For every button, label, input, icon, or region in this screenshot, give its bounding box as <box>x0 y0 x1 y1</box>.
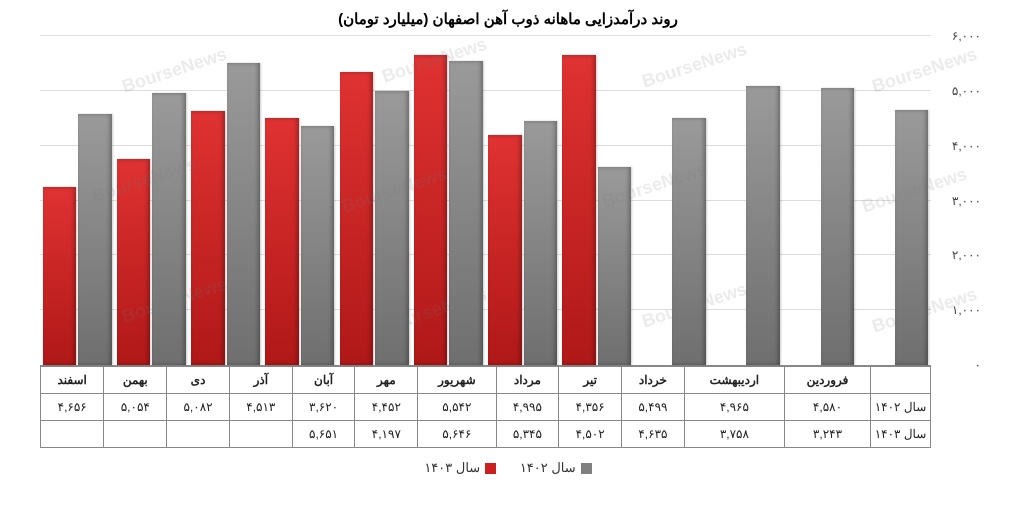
month-col <box>411 36 485 365</box>
table-corner-cell <box>871 367 931 394</box>
y-tick: ۰ <box>941 358 986 372</box>
cell-1402: ۵,۵۴۲ <box>418 394 496 421</box>
month-col <box>783 36 857 365</box>
cell-1403 <box>167 421 230 448</box>
bar-1402 <box>821 88 854 365</box>
bar-1403 <box>562 55 595 365</box>
table-row-1403: سال ۱۴۰۳ ۳,۲۴۳۳,۷۵۸۴,۶۳۵۴,۵۰۲۵,۳۴۵۵,۶۴۶۴… <box>41 421 931 448</box>
legend-label-1403: سال ۱۴۰۳ <box>424 460 480 476</box>
month-header: شهریور <box>418 367 496 394</box>
y-tick: ۶,۰۰۰ <box>941 29 986 43</box>
cell-1403: ۵,۶۵۱ <box>292 421 355 448</box>
bar-1403 <box>488 135 521 365</box>
bar-1402 <box>152 93 185 365</box>
legend-label-1402: سال ۱۴۰۲ <box>520 460 576 476</box>
bar-1402 <box>672 118 705 365</box>
bar-1403 <box>117 159 150 365</box>
row-header-1403: سال ۱۴۰۳ <box>871 421 931 448</box>
y-tick: ۱,۰۰۰ <box>941 303 986 317</box>
cell-1402: ۴,۵۱۳ <box>229 394 292 421</box>
cell-1402: ۴,۹۶۵ <box>684 394 784 421</box>
cell-1402: ۴,۵۸۰ <box>784 394 870 421</box>
cell-1402: ۵,۰۵۴ <box>104 394 167 421</box>
month-header: دی <box>167 367 230 394</box>
month-header: آذر <box>229 367 292 394</box>
month-col <box>560 36 634 365</box>
bar-1402 <box>375 91 408 365</box>
month-header: بهمن <box>104 367 167 394</box>
cell-1402: ۴,۴۵۲ <box>355 394 418 421</box>
cell-1403: ۴,۵۰۲ <box>559 421 622 448</box>
month-header: فروردین <box>784 367 870 394</box>
month-header: اردیبهشت <box>684 367 784 394</box>
table-header-row: فروردیناردیبهشتخردادتیرمردادشهریورمهرآبا… <box>41 367 931 394</box>
legend-item-1403: سال ۱۴۰۳ <box>424 460 496 476</box>
legend: سال ۱۴۰۲ سال ۱۴۰۳ <box>30 460 986 477</box>
bar-1402 <box>301 126 334 365</box>
bar-1403 <box>191 111 224 365</box>
bar-1402 <box>895 110 928 365</box>
cell-1403 <box>41 421 104 448</box>
month-col <box>857 36 931 365</box>
bar-1402 <box>524 121 557 365</box>
month-col <box>189 36 263 365</box>
y-tick: ۳,۰۰۰ <box>941 194 986 208</box>
cell-1402: ۵,۰۸۲ <box>167 394 230 421</box>
bar-1402 <box>78 114 111 365</box>
month-col <box>337 36 411 365</box>
bar-1402 <box>227 63 260 365</box>
legend-swatch-1403 <box>485 463 496 474</box>
plot-area: ۰۱,۰۰۰۲,۰۰۰۳,۰۰۰۴,۰۰۰۵,۰۰۰۶,۰۰۰ <box>40 36 931 366</box>
month-col <box>634 36 708 365</box>
month-col <box>486 36 560 365</box>
bar-1402 <box>449 61 482 365</box>
month-header: مهر <box>355 367 418 394</box>
legend-item-1402: سال ۱۴۰۲ <box>520 460 592 476</box>
cell-1403: ۴,۱۹۷ <box>355 421 418 448</box>
bar-1402 <box>598 167 631 365</box>
bar-1403 <box>340 72 373 365</box>
month-header: خرداد <box>622 367 685 394</box>
month-header: آبان <box>292 367 355 394</box>
row-header-1402: سال ۱۴۰۲ <box>871 394 931 421</box>
cell-1403 <box>229 421 292 448</box>
data-table: فروردیناردیبهشتخردادتیرمردادشهریورمهرآبا… <box>40 366 931 448</box>
bar-1403 <box>265 118 298 365</box>
y-tick: ۴,۰۰۰ <box>941 139 986 153</box>
cell-1403: ۳,۲۴۳ <box>784 421 870 448</box>
table-row-1402: سال ۱۴۰۲ ۴,۵۸۰۴,۹۶۵۵,۴۹۹۴,۳۵۶۴,۹۹۵۵,۵۴۲۴… <box>41 394 931 421</box>
cell-1402: ۴,۶۵۶ <box>41 394 104 421</box>
bars-wrap <box>40 36 931 365</box>
month-header: اسفند <box>41 367 104 394</box>
cell-1402: ۳,۶۲۰ <box>292 394 355 421</box>
y-tick: ۵,۰۰۰ <box>941 84 986 98</box>
month-header: تیر <box>559 367 622 394</box>
cell-1403: ۳,۷۵۸ <box>684 421 784 448</box>
legend-swatch-1402 <box>581 463 592 474</box>
cell-1402: ۵,۴۹۹ <box>622 394 685 421</box>
cell-1403: ۵,۳۴۵ <box>496 421 559 448</box>
cell-1403: ۴,۶۳۵ <box>622 421 685 448</box>
cell-1402: ۴,۹۹۵ <box>496 394 559 421</box>
chart-title: روند درآمدزایی ماهانه ذوب آهن اصفهان (می… <box>30 10 986 28</box>
y-tick: ۲,۰۰۰ <box>941 248 986 262</box>
bar-1403 <box>43 187 76 365</box>
bar-1403 <box>414 55 447 365</box>
cell-1402: ۴,۳۵۶ <box>559 394 622 421</box>
cell-1403: ۵,۶۴۶ <box>418 421 496 448</box>
month-header: مرداد <box>496 367 559 394</box>
month-col <box>263 36 337 365</box>
cell-1403 <box>104 421 167 448</box>
month-col <box>708 36 782 365</box>
month-col <box>114 36 188 365</box>
chart-container: روند درآمدزایی ماهانه ذوب آهن اصفهان (می… <box>0 0 1016 518</box>
y-axis: ۰۱,۰۰۰۲,۰۰۰۳,۰۰۰۴,۰۰۰۵,۰۰۰۶,۰۰۰ <box>936 36 986 365</box>
bar-1402 <box>746 86 779 365</box>
month-col <box>40 36 114 365</box>
